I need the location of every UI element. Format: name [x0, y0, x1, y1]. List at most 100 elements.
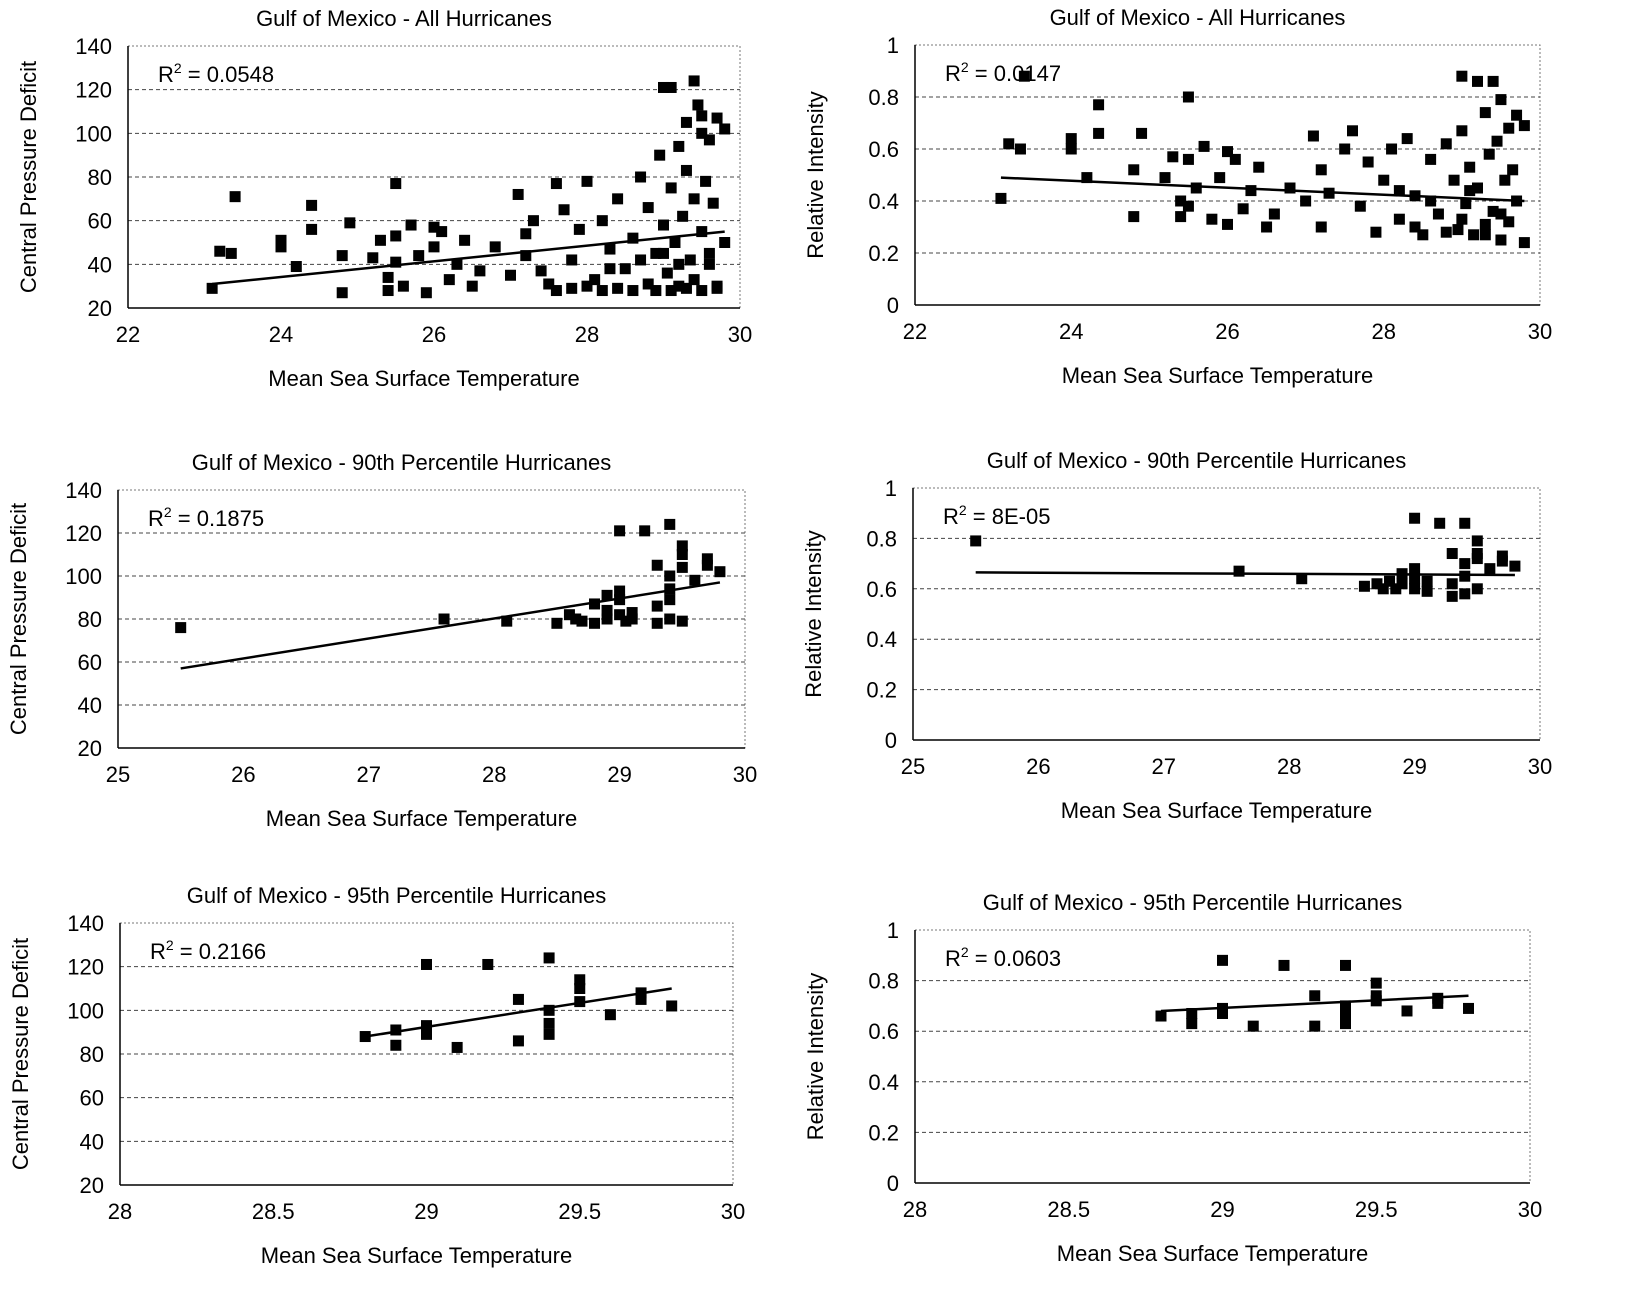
data-point [566, 254, 578, 266]
data-point [711, 112, 723, 124]
data-point [1377, 583, 1389, 595]
r-squared-label: R2 = 8E-05 [943, 502, 1050, 529]
data-point [367, 252, 379, 264]
data-point [451, 1041, 463, 1053]
data-point [420, 287, 432, 299]
data-point [1471, 535, 1483, 547]
data-point [665, 81, 677, 93]
data-point [1384, 575, 1396, 587]
scatter-chart-6: 0 0.2 0.4 0.6 0.8 1 28 28.5 29 29.5 30 Gulf of Mexi… [803, 890, 1542, 1266]
data-point [1354, 200, 1366, 212]
data-point [635, 993, 647, 1005]
data-point [650, 285, 662, 297]
data-point [673, 258, 685, 270]
data-point [676, 549, 688, 560]
r2-superscript: 2 [961, 944, 969, 960]
data-point [1190, 182, 1202, 194]
y-axis-label: Central Pressure Deficit [16, 61, 41, 293]
data-point [1065, 133, 1077, 145]
data-point [1175, 211, 1187, 223]
data-point [1468, 229, 1480, 241]
data-point [1495, 208, 1507, 220]
data-point [1425, 195, 1437, 207]
data-point [390, 1024, 402, 1036]
data-point [535, 265, 547, 277]
data-point [1128, 164, 1140, 176]
data-point [664, 570, 676, 582]
data-point [581, 175, 593, 187]
y-tick-label: 140 [75, 34, 112, 59]
data-point [1518, 237, 1530, 249]
data-point [1347, 125, 1358, 137]
data-point [1340, 1000, 1351, 1012]
data-point [520, 250, 532, 262]
y-tick-label: 0.4 [866, 627, 897, 652]
data-point [642, 278, 654, 290]
data-point [512, 993, 524, 1005]
data-point [1440, 138, 1452, 150]
y-tick-label: 140 [67, 911, 104, 936]
data-point [505, 269, 516, 281]
data-point [1471, 583, 1483, 595]
trendline [1160, 994, 1469, 1013]
y-tick-label: 0.2 [868, 241, 899, 266]
y-tick-label: 60 [80, 1086, 104, 1111]
y-tick-label: 0.6 [866, 577, 897, 602]
data-point [669, 237, 681, 248]
data-point [1093, 99, 1105, 111]
data-point [1371, 578, 1383, 590]
data-point [680, 164, 692, 176]
data-point [654, 149, 666, 161]
data-point [1509, 560, 1521, 572]
data-point [1448, 174, 1460, 186]
x-tick-label: 30 [733, 762, 757, 787]
data-point [1370, 977, 1382, 989]
y-tick-label: 120 [67, 955, 104, 980]
data-point [614, 609, 626, 621]
scatter-chart-4: 0 0.2 0.4 0.6 0.8 1 25 26 27 28 29 30 Gulf of Mexico… [801, 448, 1552, 823]
y-tick-label: 20 [78, 736, 102, 761]
data-point [658, 247, 669, 259]
y-tick-label: 0.2 [866, 678, 897, 703]
data-point [482, 958, 494, 970]
data-point [520, 228, 532, 240]
y-tick-label: 0 [887, 293, 899, 318]
data-point [543, 278, 555, 290]
scatter-chart-5: 20 40 60 80 100 120 140 28 28.5 29 29.5 30 Gulf of M… [8, 883, 745, 1268]
r-squared-label: R2 = 0.0147 [945, 59, 1061, 86]
data-point [642, 202, 654, 214]
data-point [1307, 130, 1319, 142]
scatter-chart-3: 20 40 60 80 100 120 140 25 26 27 28 29 30 Gulf of Mex… [6, 450, 757, 831]
data-point [620, 615, 632, 627]
data-point [570, 613, 582, 625]
data-point [1452, 224, 1464, 236]
x-axis-label: Mean Sea Surface Temperature [1062, 363, 1373, 388]
data-point [1456, 70, 1468, 82]
x-axis-label: Mean Sea Surface Temperature [261, 1243, 572, 1268]
data-point [1401, 133, 1413, 145]
data-point [1136, 127, 1148, 139]
data-point [995, 192, 1007, 204]
data-point [673, 280, 685, 292]
y-tick-label: 100 [65, 564, 102, 589]
data-point [563, 609, 575, 621]
data-point [596, 215, 608, 227]
data-point [626, 607, 638, 619]
r-squared-label: R2 = 0.0603 [945, 944, 1061, 971]
data-point [626, 613, 638, 625]
data-point [336, 250, 348, 262]
data-point [214, 245, 226, 257]
r2-superscript: 2 [164, 504, 172, 520]
data-point [676, 615, 688, 627]
data-point [1128, 211, 1140, 223]
data-point [275, 234, 287, 246]
x-tick-label: 28.5 [1047, 1197, 1090, 1222]
data-point [719, 123, 731, 135]
data-point [1065, 143, 1077, 155]
y-axis-label: Relative Intensity [801, 530, 826, 698]
data-point [390, 178, 402, 190]
data-point [573, 223, 585, 235]
data-point [576, 615, 588, 627]
x-tick-label: 30 [1528, 754, 1552, 779]
y-axis-label: Central Pressure Deficit [8, 938, 33, 1170]
